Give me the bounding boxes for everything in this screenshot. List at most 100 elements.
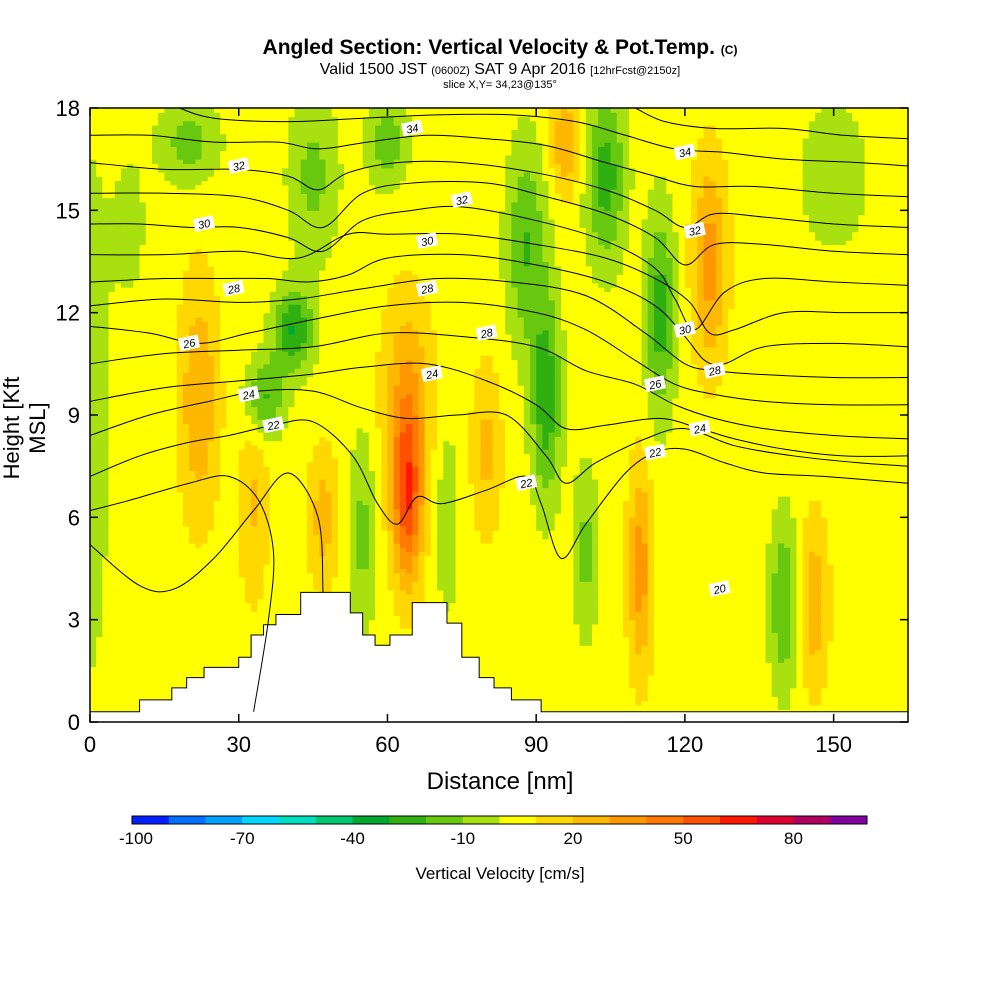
heat-cell (195, 333, 203, 339)
heat-cell (244, 500, 252, 506)
heat-cell (120, 363, 128, 369)
heat-cell (176, 278, 184, 284)
heat-cell (96, 342, 103, 348)
heat-cell (170, 201, 178, 207)
heat-cell (176, 137, 184, 143)
heat-cell (164, 692, 172, 698)
heat-cell (133, 692, 141, 698)
heat-cell (133, 206, 141, 211)
heat-cell (90, 402, 97, 408)
heat-cell (220, 376, 227, 382)
heat-cell (300, 436, 308, 442)
heat-cell (139, 274, 147, 280)
heat-cell (201, 508, 209, 514)
heat-cell (288, 368, 296, 373)
heat-cell (269, 240, 277, 246)
heat-cell (201, 338, 209, 344)
heat-cell (139, 611, 147, 617)
heat-cell (102, 692, 110, 698)
heat-cell (164, 602, 172, 608)
heat-cell (120, 278, 128, 284)
heat-cell (257, 491, 265, 497)
heat-cell (108, 572, 116, 578)
heat-cell (102, 410, 110, 416)
heat-cell (90, 287, 97, 292)
heat-cell (151, 461, 159, 467)
heat-cell (232, 133, 240, 139)
heat-cell (133, 133, 141, 139)
heat-cell (102, 474, 110, 480)
heat-cell (220, 257, 227, 263)
heat-cell (300, 585, 308, 591)
heat-cell (232, 525, 240, 531)
heat-cell (238, 261, 246, 267)
heat-cell (114, 478, 122, 484)
heat-cell (275, 449, 283, 454)
heat-cell (133, 380, 141, 386)
heat-cell (164, 312, 172, 318)
heat-cell (226, 372, 234, 378)
heat-cell (120, 235, 128, 241)
heat-cell (176, 329, 184, 335)
heat-cell (288, 551, 296, 557)
heat-cell (139, 551, 147, 557)
heat-cell (182, 568, 190, 574)
heat-cell (120, 206, 128, 211)
heat-cell (96, 619, 103, 625)
heat-cell (232, 325, 240, 331)
heat-cell (182, 444, 190, 450)
heat-cell (288, 513, 296, 518)
heat-cell (139, 589, 147, 595)
heat-cell (133, 704, 141, 710)
heat-cell (275, 129, 283, 135)
heat-cell (275, 598, 283, 604)
heat-cell (257, 385, 265, 391)
heat-cell (176, 636, 184, 642)
heat-cell (238, 457, 246, 463)
heat-cell (182, 572, 190, 578)
heat-cell (195, 291, 203, 297)
heat-cell (275, 393, 283, 399)
heat-cell (226, 137, 234, 143)
heat-cell (151, 457, 159, 463)
heat-cell (96, 645, 103, 651)
heat-cell (139, 500, 147, 506)
heat-cell (158, 461, 165, 467)
heat-cell (96, 602, 103, 608)
heat-cell (201, 636, 209, 642)
heat-cell (120, 410, 128, 416)
heat-cell (226, 389, 234, 395)
heat-cell (127, 611, 134, 617)
heat-cell (127, 496, 134, 501)
heat-cell (232, 598, 240, 604)
heat-cell (108, 500, 116, 506)
heat-cell (269, 406, 277, 412)
heat-cell (114, 363, 122, 369)
heat-cell (127, 598, 134, 604)
heat-cell (108, 116, 116, 122)
heat-cell (244, 142, 252, 147)
heat-cell (269, 261, 277, 267)
heat-cell (108, 129, 116, 135)
heat-cell (220, 338, 227, 344)
heat-cell (108, 645, 116, 651)
heat-cell (182, 619, 190, 625)
heat-cell (182, 628, 190, 634)
heat-cell (114, 342, 122, 348)
heat-cell (220, 449, 227, 454)
heat-cell (189, 615, 196, 621)
heat-cell (133, 397, 141, 403)
heat-cell (257, 116, 265, 122)
heat-cell (176, 679, 184, 685)
heat-cell (127, 257, 134, 263)
heat-cell (226, 312, 234, 318)
heat-cell (294, 547, 302, 553)
heat-cell (182, 508, 190, 514)
heat-cell (127, 449, 134, 454)
heat-cell (127, 218, 134, 224)
heat-cell (294, 108, 302, 113)
heat-cell (114, 500, 122, 506)
heat-cell (257, 555, 265, 561)
heat-cell (145, 670, 153, 676)
heat-cell (238, 257, 246, 263)
